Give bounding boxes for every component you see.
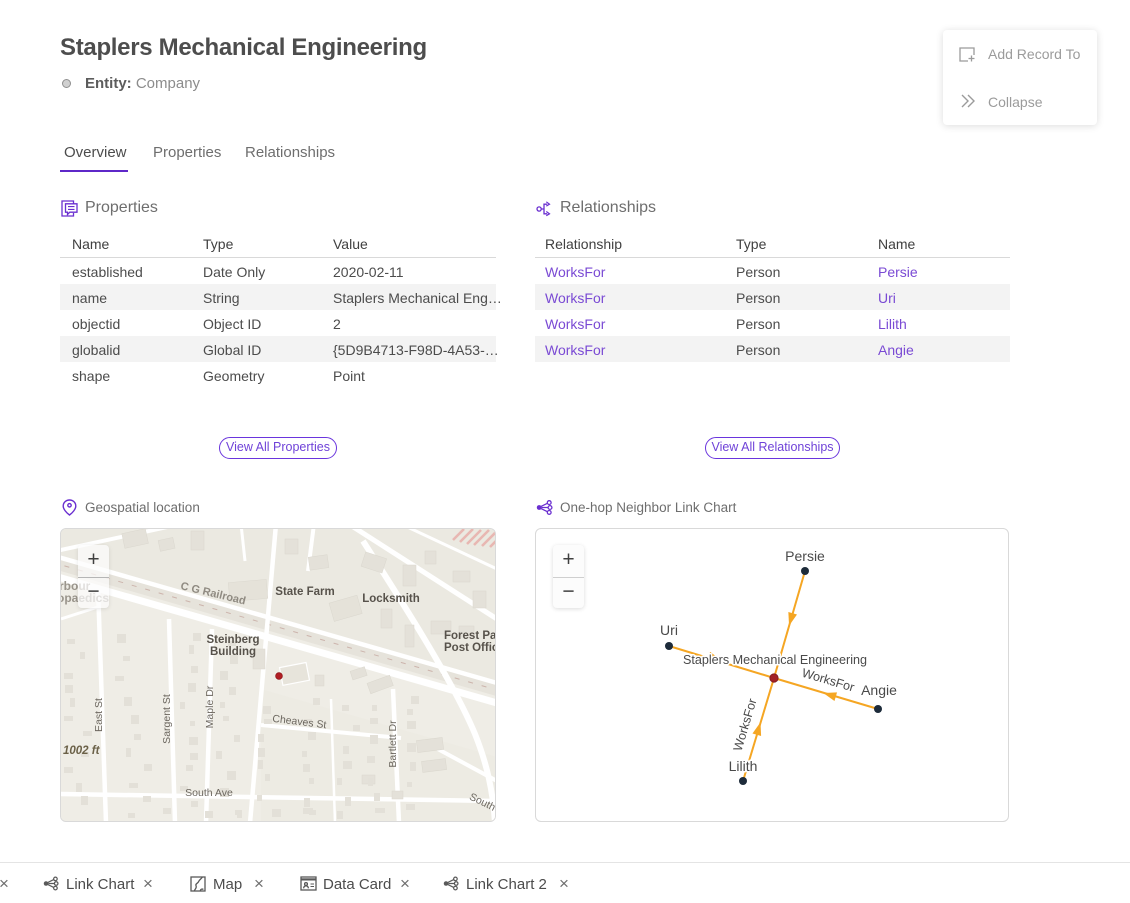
svg-text:Angie: Angie: [861, 682, 897, 698]
svg-text:Uri: Uri: [660, 622, 678, 638]
svg-text:Sargent St: Sargent St: [161, 694, 173, 744]
svg-text:WorksFor: WorksFor: [800, 666, 856, 695]
svg-text:East St: East St: [93, 698, 105, 732]
svg-text:State Farm: State Farm: [275, 586, 334, 598]
svg-text:WorksFor: WorksFor: [731, 697, 760, 753]
svg-text:Lilith: Lilith: [729, 758, 758, 774]
svg-text:South Ave: South Ave: [185, 787, 233, 799]
svg-text:1002 ft: 1002 ft: [63, 745, 101, 757]
svg-text:Maple Dr: Maple Dr: [204, 685, 216, 728]
svg-text:Locksmith: Locksmith: [362, 593, 420, 605]
svg-text:Building: Building: [210, 646, 256, 658]
svg-text:Persie: Persie: [785, 548, 825, 564]
svg-text:Forest Par: Forest Par: [444, 630, 496, 642]
svg-text:Staplers Mechanical Engineerin: Staplers Mechanical Engineering: [683, 653, 867, 667]
svg-text:Bartlett Dr: Bartlett Dr: [387, 720, 399, 768]
svg-text:Post Offic: Post Offic: [444, 642, 496, 654]
svg-text:Steinberg: Steinberg: [206, 634, 259, 646]
